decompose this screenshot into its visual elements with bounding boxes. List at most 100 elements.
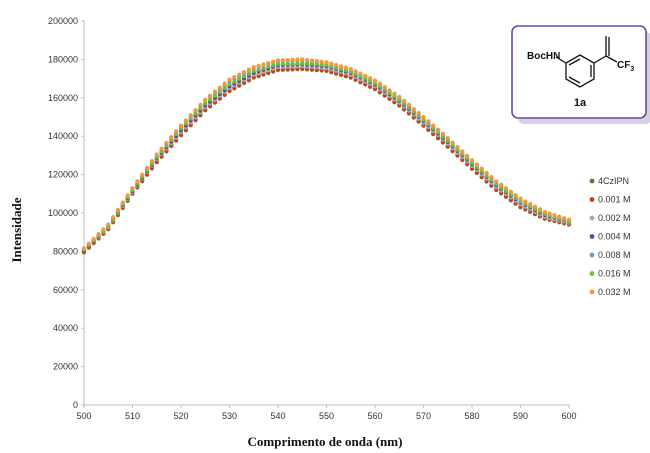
data-point <box>125 193 130 198</box>
data-point <box>358 74 363 79</box>
data-point <box>334 65 339 70</box>
data-point <box>469 158 475 163</box>
data-point <box>377 81 382 86</box>
data-point <box>411 109 416 114</box>
data-point <box>115 207 121 213</box>
data-point <box>537 207 543 212</box>
data-point <box>208 93 213 98</box>
x-tick-label: 500 <box>76 411 91 421</box>
y-axis-title: Intensidade <box>9 197 24 262</box>
data-point <box>183 118 188 123</box>
data-point <box>120 200 125 205</box>
data-point <box>324 63 329 68</box>
data-point <box>455 147 460 152</box>
data-point <box>431 123 436 128</box>
data-point <box>402 101 407 106</box>
data-point <box>416 110 421 116</box>
data-point <box>557 214 562 219</box>
data-point <box>460 149 465 154</box>
data-point <box>183 121 188 126</box>
data-point <box>285 57 290 63</box>
legend-marker <box>589 289 595 295</box>
data-point <box>445 138 450 144</box>
data-point <box>392 91 397 96</box>
data-point <box>295 57 300 62</box>
data-point <box>494 179 499 184</box>
x-tick-label: 520 <box>173 411 188 421</box>
data-point <box>440 131 445 136</box>
legend-item: 0.016 M <box>589 269 631 279</box>
data-point <box>450 143 455 148</box>
data-point <box>256 63 261 68</box>
data-point <box>237 72 242 77</box>
data-point <box>435 127 441 132</box>
data-point <box>392 94 397 99</box>
data-point <box>406 105 412 110</box>
data-point <box>251 68 256 74</box>
data-point <box>246 71 251 76</box>
data-point <box>479 169 484 174</box>
data-point <box>324 60 329 65</box>
x-tick-label: 510 <box>125 411 140 421</box>
data-point <box>188 116 193 121</box>
data-point <box>416 113 421 118</box>
data-point <box>338 67 344 72</box>
data-point <box>474 162 479 167</box>
data-point <box>499 182 504 187</box>
data-point <box>474 165 479 170</box>
legend-item: 0.001 M <box>589 195 631 205</box>
data-point <box>421 117 426 122</box>
y-tick-label: 160000 <box>48 93 78 103</box>
data-point <box>280 61 285 67</box>
data-point <box>338 64 344 69</box>
x-axis-title: Comprimento de onda (nm) <box>248 434 403 449</box>
data-point <box>144 165 150 170</box>
data-point <box>96 232 101 237</box>
data-points <box>81 57 572 255</box>
data-point <box>217 89 222 95</box>
data-point <box>465 153 470 158</box>
x-tick-label: 570 <box>416 411 431 421</box>
x-tick-label: 580 <box>464 411 479 421</box>
legend: 4CzIPN 0.001 M 0.002 M 0.004 M 0.008 M 0.016 … <box>589 176 631 297</box>
data-point <box>169 135 174 140</box>
data-point <box>372 78 378 83</box>
legend-item: 4CzIPN <box>589 176 629 186</box>
data-point <box>314 59 319 64</box>
data-point <box>329 61 334 66</box>
data-point <box>309 58 315 63</box>
data-point <box>91 236 96 242</box>
data-point <box>377 84 382 89</box>
data-point <box>266 60 271 66</box>
legend-label: 0.032 M <box>598 287 631 297</box>
data-point <box>309 61 315 67</box>
data-point <box>503 189 509 194</box>
data-point <box>513 193 518 198</box>
data-point <box>363 73 368 79</box>
data-point <box>193 107 198 113</box>
legend-item: 0.032 M <box>589 287 631 297</box>
data-point <box>275 62 281 67</box>
data-point <box>275 58 281 63</box>
molecule-structure <box>555 36 618 88</box>
x-tick-label: 590 <box>513 411 528 421</box>
data-point <box>348 69 353 74</box>
data-point <box>246 67 251 72</box>
data-point <box>319 62 324 67</box>
data-point <box>382 87 387 93</box>
cf3-label: CF3 <box>617 60 634 73</box>
legend-label: 0.002 M <box>598 213 631 223</box>
data-point <box>431 126 436 131</box>
data-point <box>334 62 339 68</box>
legend-marker <box>589 197 595 202</box>
y-tick-label: 120000 <box>48 170 78 180</box>
data-point <box>101 227 106 232</box>
data-point <box>489 175 494 180</box>
legend-label: 0.016 M <box>598 269 631 279</box>
data-point <box>542 209 547 215</box>
data-point <box>348 66 353 72</box>
data-point <box>261 62 266 67</box>
series-0-016-m <box>81 61 572 252</box>
data-point <box>164 143 169 148</box>
x-axis: 500 510 520 530 540 550 560 570 580 590 600 <box>76 404 577 421</box>
